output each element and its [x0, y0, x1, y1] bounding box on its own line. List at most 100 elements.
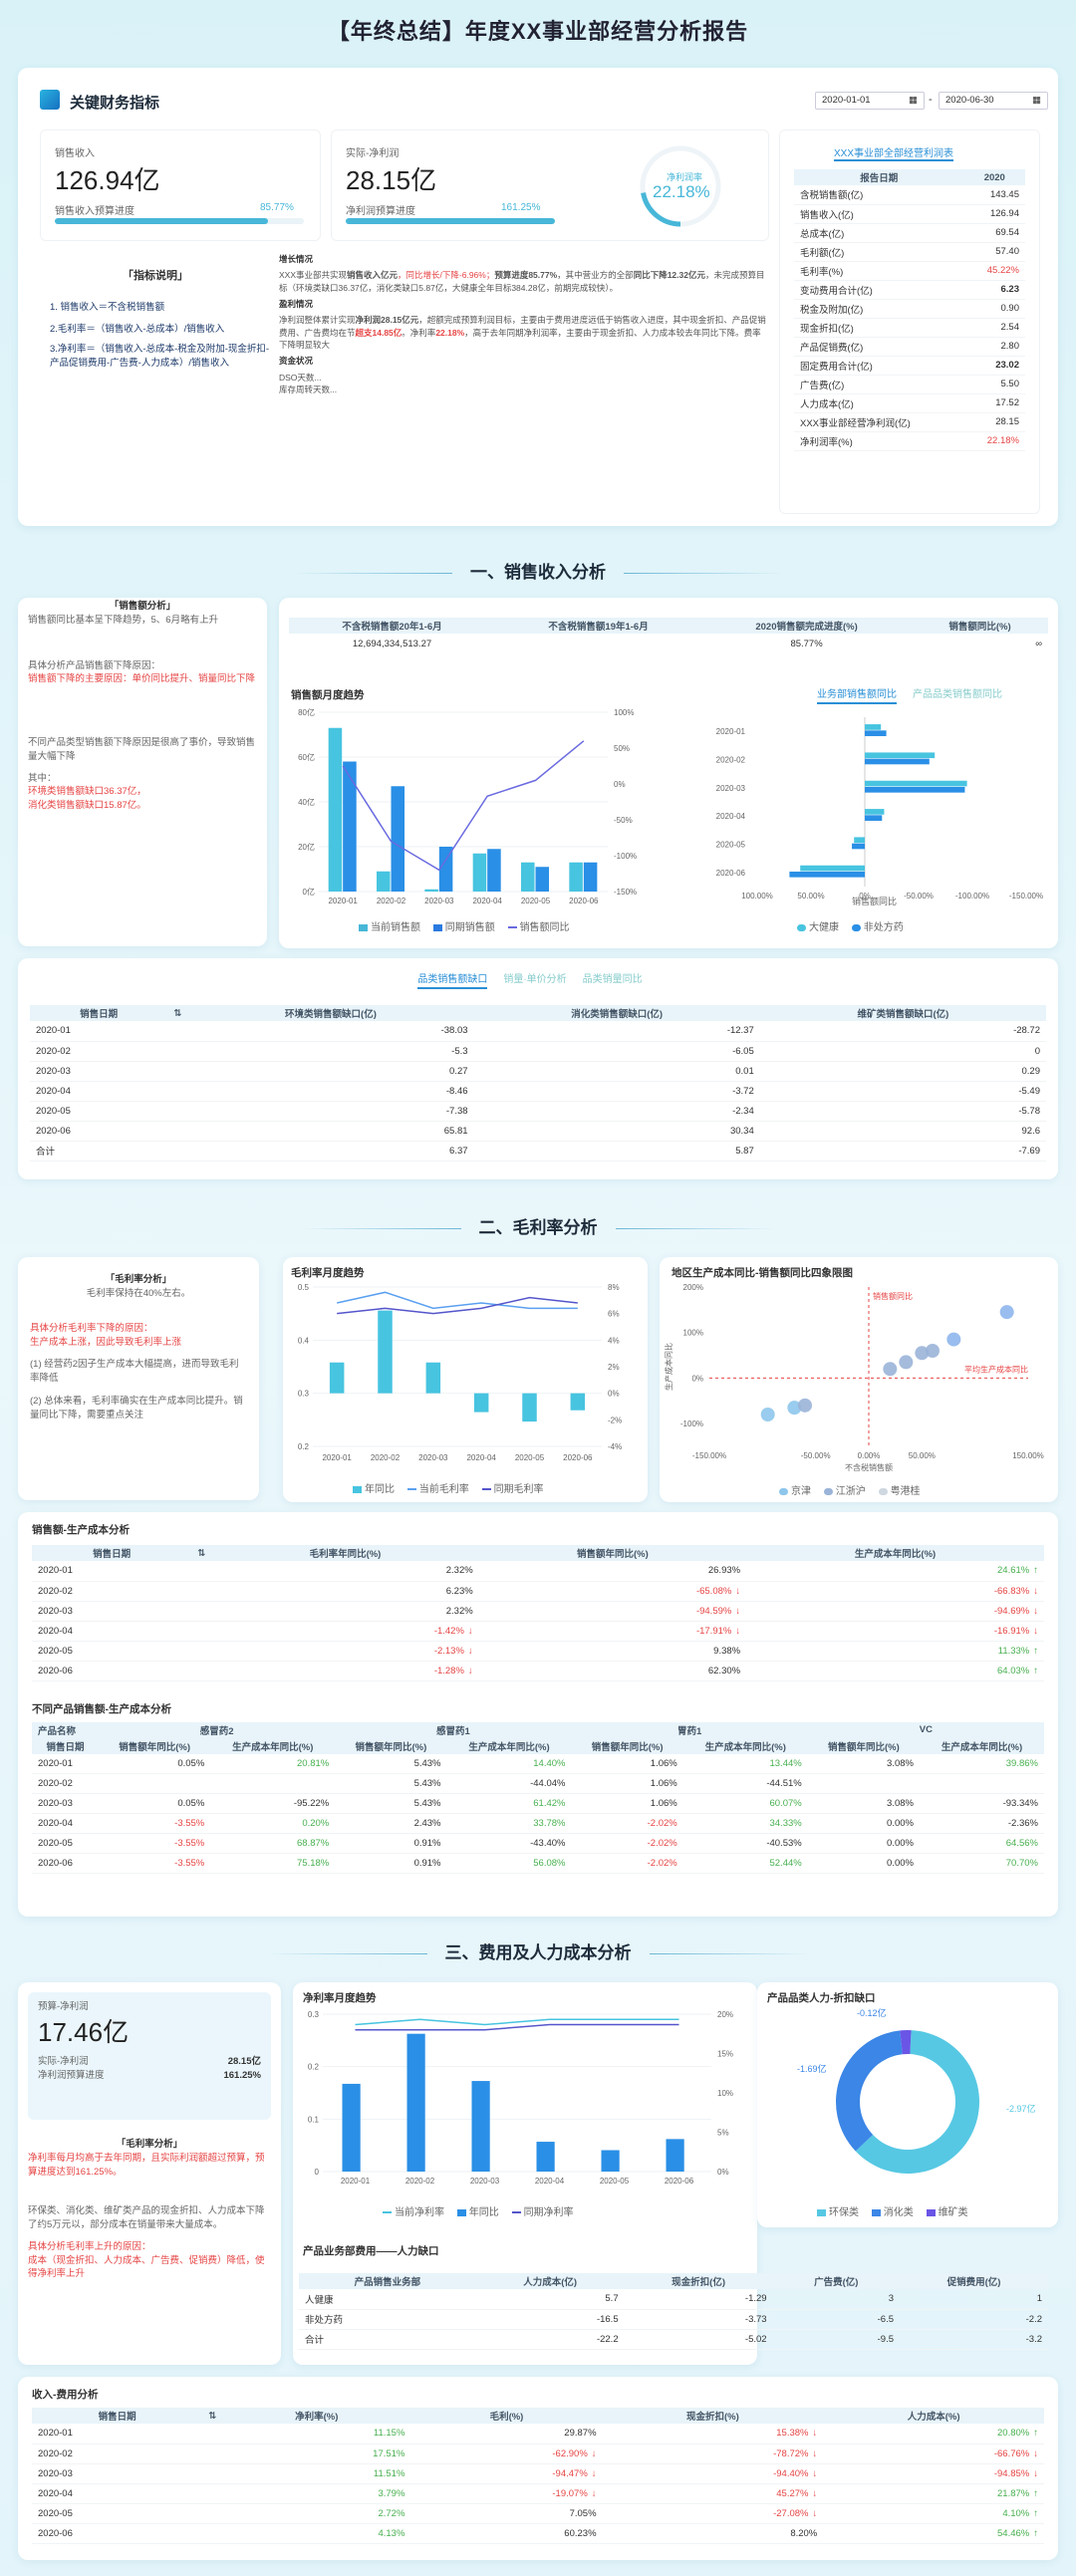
- x-tick-label: 2020-05: [515, 1453, 545, 1462]
- tab-dept-sales[interactable]: 业务部销售额同比: [817, 685, 897, 704]
- np-left-panel: 预算-净利润 17.46亿 实际-净利润 28.15亿 净利润预算进度 161.25…: [18, 1982, 281, 2365]
- table-cell: 2020-02: [38, 1585, 73, 1597]
- np-progress-label: 净利润预算进度: [38, 2070, 105, 2082]
- sort-icon[interactable]: ⇅: [202, 2408, 223, 2424]
- legend-label: 同期毛利率: [493, 1484, 544, 1495]
- cost-col: 生产成本年同比(%): [746, 1545, 1044, 1561]
- prod-sub-col: 销售日期: [32, 1737, 100, 1754]
- table-cell: -28.72: [1013, 1025, 1040, 1037]
- y-tick-label: 0.1: [308, 2115, 320, 2124]
- table-cell: -3.73: [744, 2313, 767, 2325]
- y-tick-label: 40亿: [298, 797, 315, 807]
- tab-gap[interactable]: 品类销售额缺口: [417, 970, 488, 989]
- growth-span: 同比下降12.32亿元: [633, 270, 705, 281]
- profit-value: 28.15亿: [346, 165, 437, 195]
- dept-col: 促销费用(亿): [900, 2273, 1048, 2289]
- gap-panel: 品类销售额缺口 销量·单价分析 品类销量同比 销售日期 ⇅ 环境类销售额缺口(亿) 消化类…: [18, 958, 1058, 1179]
- table-cell: 2020-05: [38, 2507, 73, 2519]
- table-cell: 毛利额(亿): [800, 247, 845, 259]
- table-cell: -62.90% ↓: [552, 2447, 597, 2459]
- spacer-cell: [191, 1561, 211, 1581]
- prod-sub-col: 生产成本年同比(%): [446, 1737, 572, 1754]
- bar-previous: [487, 849, 501, 892]
- table-cell: 26.93%: [707, 1565, 741, 1577]
- x-tick-label: 2020-05: [600, 2177, 630, 2186]
- legend-label: 粤港桂: [890, 1486, 921, 1497]
- table-row: 2020-04 -8.46 -3.72 -5.49: [30, 1081, 1046, 1101]
- donut-chart: -2.97亿 -1.69亿 -0.12亿: [797, 2007, 1036, 2174]
- scatter-point: [926, 1344, 940, 1358]
- sales-progress: [55, 218, 304, 224]
- growth-span: ，超额完成预算利润目标，主要由于费用进度远低于销售收入进度，其中现金折扣、产品促…: [279, 315, 766, 338]
- table-cell: 2020-01: [38, 2428, 73, 2440]
- sales-left-panel: 「销售额分析」 销售额同比基本呈下降趋势，5、6月略有上升 具体分析产品销售额下…: [18, 598, 267, 946]
- table-cell: -2.34: [732, 1105, 754, 1117]
- scatter-point: [787, 1401, 802, 1416]
- sort-icon[interactable]: ⇅: [167, 1005, 188, 1021]
- bar-yoy: [425, 1362, 441, 1394]
- spacer-cell: [167, 1141, 187, 1160]
- donut-legend: 环保类 消化类 维矿类: [807, 2203, 968, 2218]
- legend-swatch: [817, 2208, 826, 2216]
- date-to-input[interactable]: 2020-06-30 ▦: [939, 92, 1048, 110]
- table-cell: XXX事业部经营净利润(亿): [800, 417, 911, 429]
- table-cell: 2.43%: [413, 1818, 441, 1829]
- x-tick-label: 2020-02: [405, 2177, 435, 2186]
- table-cell: [210, 1774, 335, 1794]
- legend-label: 销售额同比: [519, 922, 570, 933]
- bar-otc: [865, 815, 883, 821]
- table-cell: 2.80: [1000, 341, 1020, 352]
- table-cell: -2.02%: [647, 1818, 677, 1829]
- table-cell: 0.90: [1000, 303, 1020, 314]
- arrow-down-icon: ↓: [1033, 1585, 1038, 1597]
- y-tick-label: 20亿: [298, 842, 315, 852]
- arrow-down-icon: ↓: [812, 2467, 818, 2479]
- y-tick-label: 2020-02: [716, 756, 746, 765]
- gm-analysis-title: 「毛利率分析」: [105, 1274, 172, 1285]
- table-cell: -95.22%: [293, 1798, 330, 1809]
- sort-icon[interactable]: ⇅: [191, 1545, 212, 1561]
- table-cell: 0.00%: [887, 1858, 914, 1869]
- table-cell: 3.08%: [887, 1798, 914, 1809]
- table-cell: -3.55%: [174, 1838, 205, 1849]
- tab-volume-price[interactable]: 销量·单价分析: [503, 974, 567, 985]
- dept-col: 广告费(亿): [772, 2273, 901, 2289]
- table-row: XXX事业部经营净利润(亿) 28.15: [794, 412, 1025, 431]
- bar-yoy: [522, 1393, 537, 1422]
- kpi-card: 关键财务指标 2020-01-01 ▦ - 2020-06-30 ▦ 销售收入 12…: [18, 68, 1058, 526]
- prod-group: 感冒药1: [335, 1721, 572, 1738]
- rev-header-row: 销售日期 ⇅ 净利率(%) 毛利(%) 现金折扣(%) 人力成本(%): [32, 2408, 1044, 2424]
- notes-title: 「指标说明」: [123, 270, 188, 282]
- table-cell: 产品促销费(亿): [800, 342, 864, 354]
- table-cell: -5.49: [1018, 1085, 1040, 1097]
- sales-analysis-title: 「销售额分析」: [109, 601, 176, 612]
- rev-col: 人力成本(%): [823, 2408, 1044, 2424]
- legend-label: 同期净利率: [523, 2207, 574, 2218]
- x-axis-label: 不含税销售额: [845, 1462, 893, 1472]
- spacer-cell: [191, 1641, 211, 1661]
- quad-label: 平均生产成本同比: [964, 1364, 1028, 1374]
- table-row: 2020-02 6.23% -65.08% ↓ -66.83% ↓: [32, 1581, 1044, 1601]
- y2-tick-label: 8%: [608, 1283, 620, 1292]
- cost-col: 销售额年同比(%): [478, 1545, 747, 1561]
- y-tick-label: 2020-04: [716, 812, 746, 821]
- table-cell: 5.50: [1000, 379, 1020, 389]
- sales-pct: 85.77%: [260, 202, 294, 213]
- table-cell: 17.52: [995, 397, 1019, 408]
- table-cell: -94.69% ↓: [993, 1605, 1038, 1617]
- np-analysis-text: 成本（现金折扣、人力成本、广告费、促销费）降低，使得净利率上升: [28, 2254, 265, 2280]
- table-row: 2020-06 -3.55% 75.18% 0.91% 56.08% -2.02% 52.4…: [32, 1854, 1044, 1874]
- tab-product-sales[interactable]: 产品品类销售额同比: [913, 689, 1002, 700]
- table-cell: 8.20%: [790, 2527, 818, 2539]
- table-cell: 2020-04: [38, 1625, 73, 1637]
- date-from-input[interactable]: 2020-01-01 ▦: [815, 92, 925, 110]
- table-row: 税金及附加(亿) 0.90: [794, 299, 1025, 318]
- sales-monthly-title: 销售额月度趋势: [291, 689, 365, 701]
- summary-cell: [495, 634, 701, 653]
- tab-category-volume[interactable]: 品类销量同比: [582, 974, 643, 985]
- legend-swatch: [456, 2208, 466, 2216]
- bar-previous: [535, 867, 550, 892]
- sales-analysis-text: 环境类销售额缺口36.37亿，: [28, 786, 146, 798]
- growth-para: XXX事业部共实现销售收入亿元，同比增长/下降-6.96%；预算进度85.77%…: [279, 269, 769, 294]
- cost-col: 毛利率年同比(%): [211, 1545, 479, 1561]
